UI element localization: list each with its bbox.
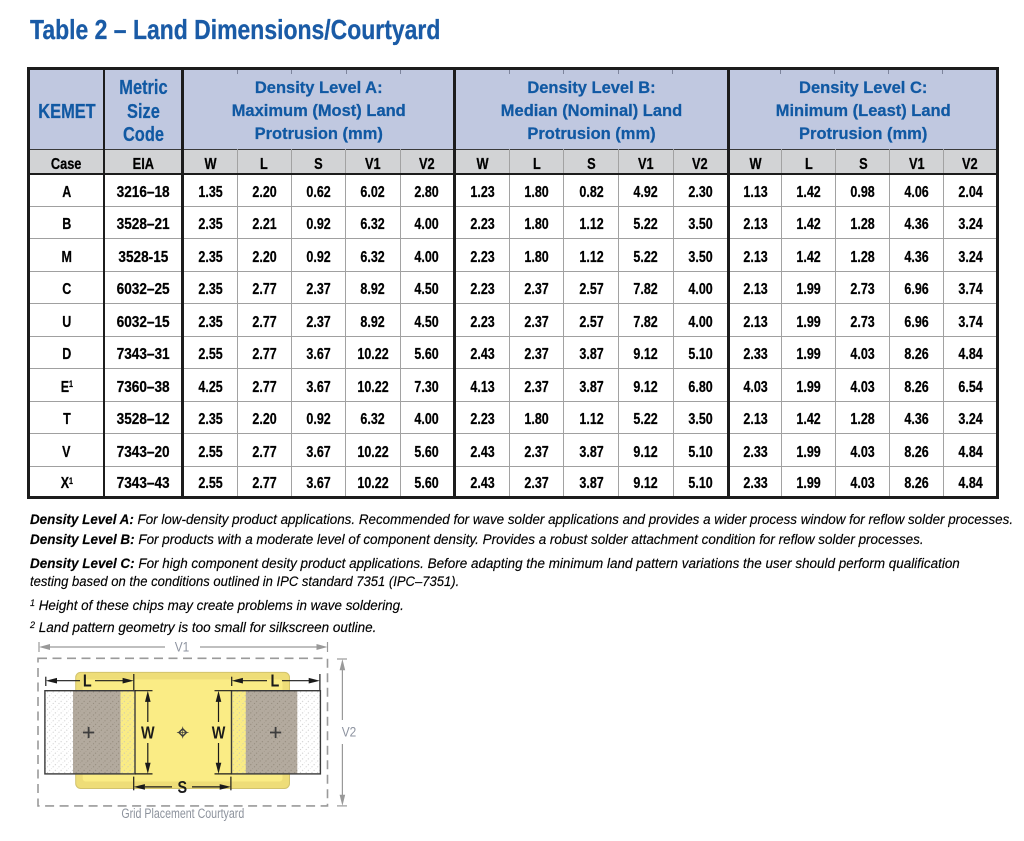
svg-text:L: L xyxy=(83,671,92,691)
svg-text:V2: V2 xyxy=(342,724,357,740)
svg-text:V1: V1 xyxy=(175,639,190,655)
svg-text:Grid Placement Courtyard: Grid Placement Courtyard xyxy=(121,806,244,822)
svg-text:W: W xyxy=(212,723,226,743)
svg-text:S: S xyxy=(177,777,187,797)
svg-text:W: W xyxy=(141,723,155,743)
svg-text:L: L xyxy=(271,671,280,691)
